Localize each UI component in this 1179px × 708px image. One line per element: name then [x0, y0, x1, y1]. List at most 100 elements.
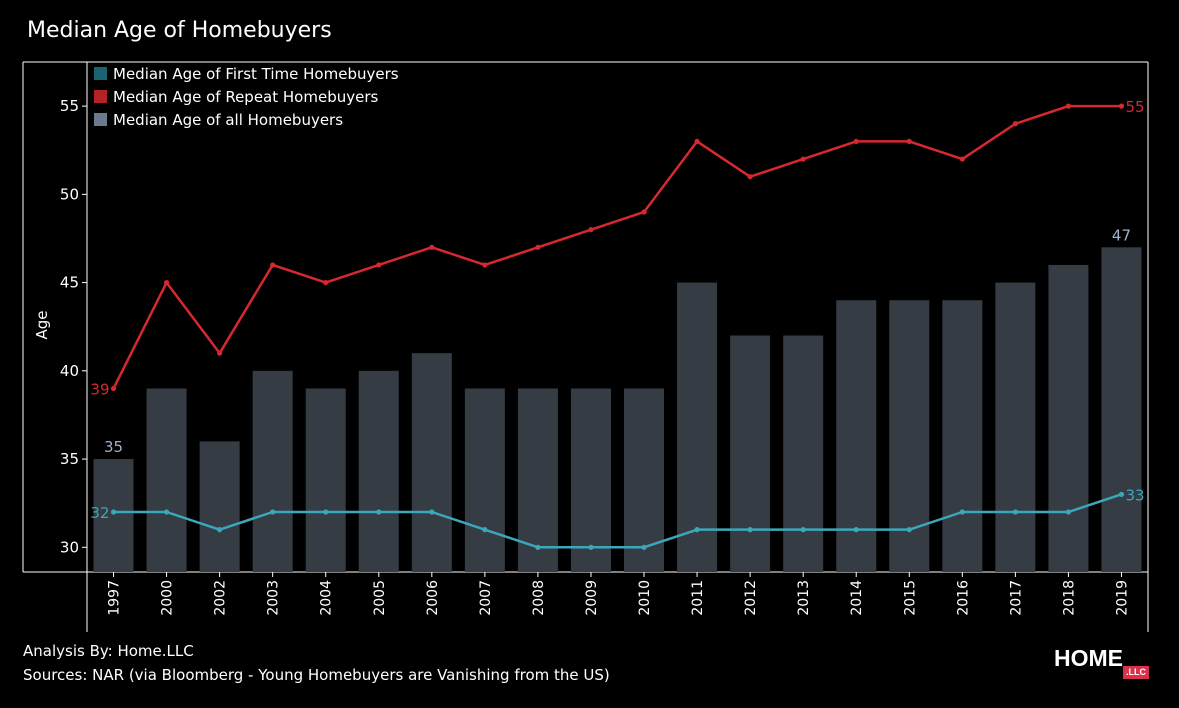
x-tick-label: 2014 [849, 580, 865, 616]
bar-all-homebuyers [93, 459, 134, 572]
point-repeat [747, 174, 753, 180]
bar-all-homebuyers [942, 300, 983, 572]
bar-all-homebuyers [305, 388, 346, 572]
point-first-time [1118, 491, 1125, 497]
legend-label: Median Age of Repeat Homebuyers [113, 88, 378, 106]
legend-swatch [94, 90, 107, 103]
line-first-time [113, 493, 1122, 549]
point-repeat [641, 209, 647, 215]
point-first-time [747, 527, 753, 533]
point-first-time [959, 509, 965, 515]
label-repeat-end: 55 [1125, 98, 1144, 116]
bar-all-homebuyers [358, 370, 399, 572]
y-tick-label: 30 [60, 538, 79, 556]
point-first-time [376, 509, 382, 515]
point-first-time [800, 527, 806, 533]
point-first-time [535, 544, 541, 550]
point-repeat [1118, 103, 1125, 109]
x-tick-label: 2017 [1008, 580, 1024, 616]
label-first-time-start: 32 [90, 504, 109, 522]
y-tick-label: 50 [60, 185, 79, 203]
x-tick-label: 2002 [213, 580, 229, 616]
y-axis-title: Age [33, 310, 51, 339]
bar-all-homebuyers [411, 353, 452, 572]
x-tick-label: 2005 [372, 580, 388, 616]
logo-text: HOME [1054, 645, 1123, 671]
y-tick-label: 40 [60, 362, 79, 380]
x-tick-label: 2018 [1061, 580, 1077, 616]
x-tick-label: 2012 [743, 580, 759, 616]
bar-all-homebuyers [995, 282, 1036, 572]
x-tick-label: 1997 [107, 580, 123, 616]
x-tick-label: 2016 [955, 580, 971, 616]
point-repeat [906, 138, 912, 145]
point-first-time [110, 509, 117, 515]
home-llc-logo: HOME .LLC [1054, 645, 1154, 685]
line-repeat [112, 104, 1122, 390]
legend-label: Median Age of all Homebuyers [113, 111, 343, 129]
point-first-time [853, 527, 859, 533]
x-tick-label: 2006 [425, 580, 441, 616]
x-tick-label: 2013 [796, 580, 812, 616]
bar-all-homebuyers [199, 441, 240, 572]
bar-all-homebuyers [889, 300, 930, 572]
point-repeat [959, 156, 965, 162]
point-repeat [163, 279, 170, 286]
point-repeat [853, 138, 859, 145]
x-tick-label: 2009 [584, 580, 600, 616]
point-repeat [110, 385, 117, 392]
point-repeat [694, 138, 700, 145]
bar-all-homebuyers [730, 335, 771, 572]
x-tick-label: 2015 [902, 580, 918, 616]
x-tick-label: 2008 [531, 580, 547, 616]
footer-sources: Sources: NAR (via Bloomberg - Young Home… [23, 666, 610, 684]
bar-all-homebuyers [464, 388, 505, 572]
label-repeat-start: 39 [90, 380, 109, 398]
point-repeat [429, 244, 435, 250]
y-tick-label: 45 [60, 274, 79, 292]
x-tick-label: 2007 [478, 580, 494, 616]
legend-swatch [94, 67, 107, 80]
point-first-time [482, 527, 488, 533]
bar-all-homebuyers [146, 388, 187, 572]
bar-all-homebuyers [624, 388, 665, 572]
chart-title: Median Age of Homebuyers [27, 18, 332, 43]
x-tick-label: 2004 [319, 580, 335, 616]
label-all-start: 35 [104, 438, 123, 456]
y-tick-label: 55 [60, 97, 79, 115]
point-first-time [217, 527, 223, 533]
bar-all-homebuyers [570, 388, 611, 572]
point-first-time [906, 527, 912, 533]
point-first-time [323, 509, 329, 515]
label-first-time-end: 33 [1125, 486, 1144, 504]
y-tick-label: 35 [60, 450, 79, 468]
point-repeat [1012, 121, 1018, 127]
x-tick-label: 2011 [690, 580, 706, 616]
footer-analysis: Analysis By: Home.LLC [23, 642, 194, 660]
legend-swatch [94, 113, 107, 126]
point-first-time [1065, 509, 1072, 515]
bar-all-homebuyers [677, 282, 718, 572]
point-first-time [163, 509, 170, 515]
x-tick-label: 2003 [266, 580, 282, 616]
legend-label: Median Age of First Time Homebuyers [113, 65, 399, 83]
point-repeat [800, 156, 806, 162]
x-tick-label: 2010 [637, 580, 653, 616]
point-repeat [1065, 103, 1072, 109]
point-repeat [270, 262, 276, 268]
point-first-time [694, 527, 700, 533]
point-first-time [429, 509, 435, 515]
point-repeat [323, 279, 329, 286]
bar-all-homebuyers [517, 388, 558, 572]
x-tick-label: 2000 [160, 580, 176, 616]
bar-all-homebuyers [836, 300, 877, 572]
bar-all-homebuyers [252, 370, 293, 572]
bar-all-homebuyers [783, 335, 824, 572]
point-repeat [588, 227, 594, 233]
x-tick-label: 2019 [1114, 580, 1130, 616]
point-first-time [270, 509, 276, 515]
bar-all-homebuyers [1101, 247, 1142, 572]
label-all-end: 47 [1112, 226, 1131, 244]
point-first-time [641, 544, 647, 550]
